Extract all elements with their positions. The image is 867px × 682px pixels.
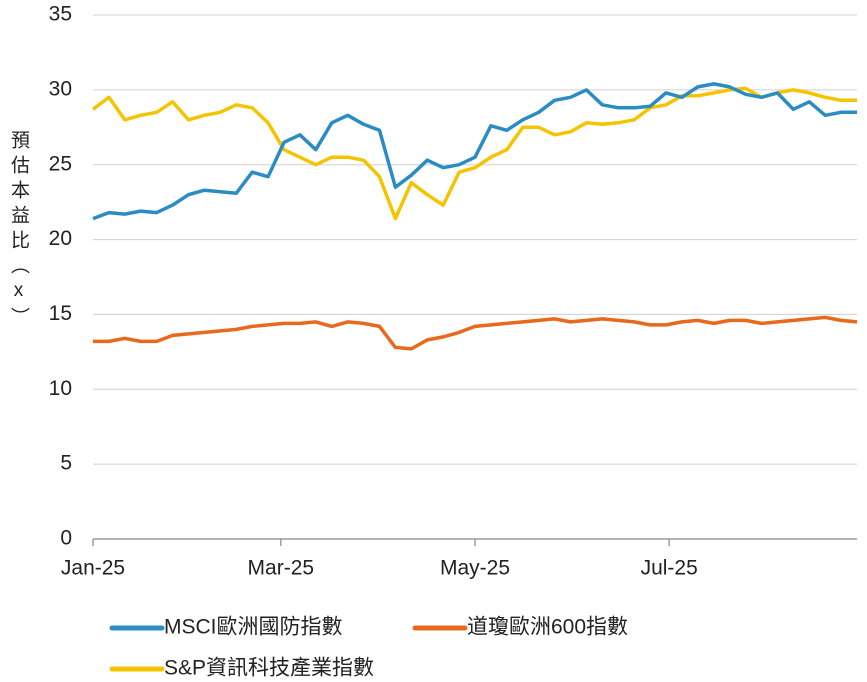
y-tick-label: 30 [49, 77, 72, 100]
legend-label: MSCI歐洲國防指數 [164, 616, 343, 639]
y-tick-label: 25 [49, 152, 72, 175]
x-tick-label: Jul-25 [641, 557, 698, 580]
y-tick-label: 20 [49, 227, 72, 250]
y-tick-label: 0 [60, 527, 72, 550]
y-axis-label: 預估本益比（x） [8, 130, 30, 332]
legend-label: 道瓊歐洲600指數 [467, 616, 628, 639]
x-tick-label: Mar-25 [248, 557, 315, 580]
series-line [92, 82, 857, 221]
y-tick-label: 15 [49, 302, 72, 325]
x-tick-label: May-25 [440, 557, 510, 580]
y-tick-label: 10 [49, 377, 72, 400]
y-tick-label: 35 [49, 3, 72, 26]
x-tick-label: Jan-25 [61, 557, 125, 580]
series-line [91, 86, 857, 221]
series-line [93, 315, 858, 351]
legend-label: S&P資訊科技產業指數 [164, 657, 374, 680]
y-tick-label: 5 [60, 452, 72, 475]
